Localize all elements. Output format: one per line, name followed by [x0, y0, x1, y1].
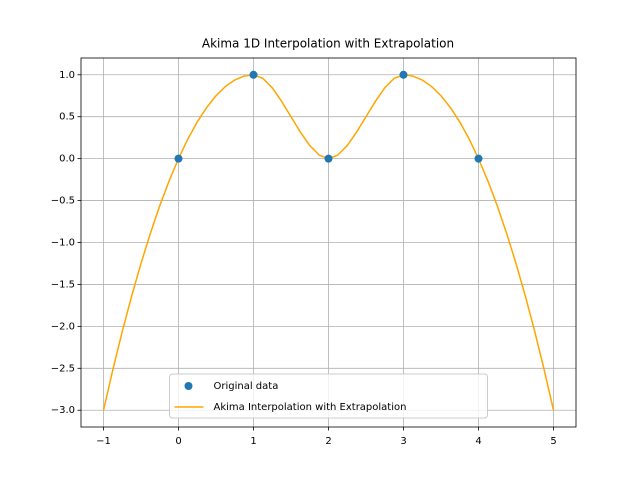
legend-marker: [184, 382, 193, 390]
y-tick-label: −3.0: [51, 405, 75, 416]
x-tick-label: 2: [325, 436, 331, 447]
point: [249, 70, 258, 79]
y-tick-label: −2.0: [51, 321, 75, 332]
point: [174, 154, 183, 163]
y-tick-label: 0.0: [59, 154, 75, 165]
x-tick-label: 3: [400, 436, 406, 447]
x-tick-label: −1: [96, 436, 111, 447]
point: [474, 154, 483, 163]
legend-label: Akima Interpolation with Extrapolation: [214, 402, 407, 413]
y-tick-label: −1.5: [51, 279, 75, 290]
x-tick-label: 1: [250, 436, 256, 447]
point: [324, 154, 333, 163]
x-tick-label: 4: [475, 436, 481, 447]
legend-label: Original data: [214, 381, 279, 392]
y-tick-label: 0.5: [59, 112, 75, 123]
y-tick-label: −0.5: [51, 196, 75, 207]
legend-box: [169, 373, 488, 419]
y-tick-label: −2.5: [51, 363, 75, 374]
chart-title: Akima 1D Interpolation with Extrapolatio…: [202, 37, 454, 51]
point: [399, 70, 408, 79]
legend: Original data Akima Interpolation with Ex…: [169, 373, 488, 419]
x-tick-label: 5: [550, 436, 556, 447]
plot-frame: [80, 57, 577, 428]
y-tick-label: −1.0: [51, 238, 75, 249]
y-tick-label: 1.0: [59, 70, 75, 81]
x-tick-label: 0: [175, 436, 181, 447]
